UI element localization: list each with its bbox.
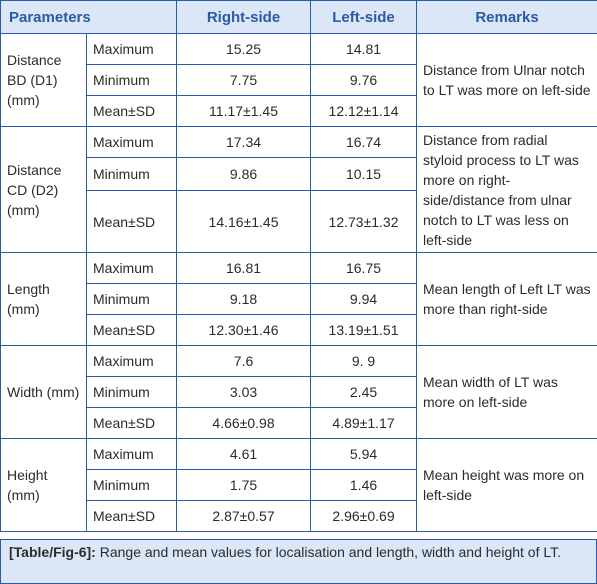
stat-label: Mean±SD [85,95,178,127]
right-value: 16.81 [176,252,312,284]
remarks-height: Mean height was more on left-side [416,438,597,532]
table-row: Minimum 3.03 2.45 [1,376,597,408]
remarks-length: Mean length of Left LT was more than rig… [416,252,597,346]
right-value: 4.66±0.98 [176,407,312,439]
left-value: 9. 9 [310,345,418,377]
stat-label: Minimum [85,469,178,501]
remarks-distance-cd: Distance from radial styloid process to … [416,126,597,253]
header-parameters: Parameters [0,0,178,34]
right-value: 7.6 [176,345,312,377]
left-value: 1.46 [310,469,418,501]
remarks-distance-bd: Distance from Ulnar notch to LT was more… [416,33,597,127]
table-row: Minimum 1.75 1.46 [1,469,597,501]
stat-label: Maximum [85,33,178,65]
left-value: 12.12±1.14 [310,95,418,127]
table-row: Mean±SD 2.87±0.57 2.96±0.69 [1,500,597,532]
right-value: 7.75 [176,64,312,96]
right-value: 12.30±1.46 [176,314,312,346]
right-value: 3.03 [176,376,312,408]
stat-label: Minimum [85,64,178,96]
right-value: 4.61 [176,438,312,470]
caption-tag: [Table/Fig-6]: [9,544,96,560]
table-caption: [Table/Fig-6]: Range and mean values for… [0,539,597,584]
left-value: 10.15 [310,157,418,191]
header-right-side: Right-side [176,0,312,34]
left-value: 16.75 [310,252,418,284]
stat-label: Mean±SD [85,407,178,439]
remarks-width: Mean width of LT was more on left-side [416,345,597,439]
left-value: 14.81 [310,33,418,65]
group-label-width: Width (mm) [0,345,87,439]
table-row: Length (mm) Maximum 16.81 16.75 Mean len… [0,252,597,346]
table-row: Minimum 9.18 9.94 [1,283,597,315]
group-label-length: Length (mm) [0,252,87,346]
group-label-distance-bd: Distance BD (D1) (mm) [0,33,87,127]
left-value: 2.45 [310,376,418,408]
right-value: 9.18 [176,283,312,315]
stat-label: Minimum [85,157,178,191]
left-value: 2.96±0.69 [310,500,418,532]
header-left-side: Left-side [310,0,418,34]
stat-label: Maximum [85,126,178,158]
right-value: 17.34 [176,126,312,158]
left-value: 9.76 [310,64,418,96]
right-value: 14.16±1.45 [176,190,312,253]
right-value: 9.86 [176,157,312,191]
group-label-distance-cd: Distance CD (D2) (mm) [0,126,87,253]
table-row: Mean±SD 14.16±1.45 12.73±1.32 [1,190,597,253]
right-value: 2.87±0.57 [176,500,312,532]
header-remarks: Remarks [416,0,597,34]
table-row: Width (mm) Maximum 7.6 9. 9 Mean width o… [0,345,597,439]
left-value: 4.89±1.17 [310,407,418,439]
table-row: Mean±SD 4.66±0.98 4.89±1.17 [1,407,597,439]
table-row: Mean±SD 12.30±1.46 13.19±1.51 [1,314,597,346]
table-row: Height (mm) Maximum 4.61 5.94 Mean heigh… [0,438,597,532]
group-label-height: Height (mm) [0,438,87,532]
table-row: Minimum 9.86 10.15 [1,157,597,191]
left-value: 5.94 [310,438,418,470]
caption-text: Range and mean values for localisation a… [95,544,562,560]
stat-label: Mean±SD [85,190,178,253]
right-value: 15.25 [176,33,312,65]
right-value: 1.75 [176,469,312,501]
data-table: Parameters Right-side Left-side Remarks … [0,0,597,532]
left-value: 13.19±1.51 [310,314,418,346]
header-row: Parameters Right-side Left-side Remarks [0,0,597,34]
stat-label: Minimum [85,283,178,315]
stat-label: Maximum [85,438,178,470]
table-row: Minimum 7.75 9.76 [1,64,597,96]
table-row: Mean±SD 11.17±1.45 12.12±1.14 [1,95,597,127]
right-value: 11.17±1.45 [176,95,312,127]
stat-label: Minimum [85,376,178,408]
stat-label: Mean±SD [85,500,178,532]
stat-label: Maximum [85,345,178,377]
left-value: 9.94 [310,283,418,315]
left-value: 12.73±1.32 [310,190,418,253]
stat-label: Maximum [85,252,178,284]
left-value: 16.74 [310,126,418,158]
table-row: Distance CD (D2) (mm) Maximum 17.34 16.7… [0,126,597,253]
stat-label: Mean±SD [85,314,178,346]
table-row: Distance BD (D1) (mm) Maximum 15.25 14.8… [0,33,597,127]
